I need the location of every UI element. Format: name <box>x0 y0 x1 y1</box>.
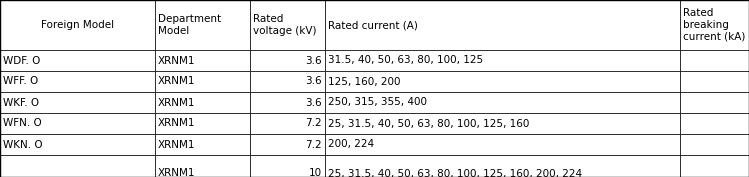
Text: 3.6: 3.6 <box>306 98 322 107</box>
Text: 31.5, 40, 50, 63, 80, 100, 125: 31.5, 40, 50, 63, 80, 100, 125 <box>328 56 483 65</box>
Text: 125, 160, 200: 125, 160, 200 <box>328 76 401 87</box>
Bar <box>0 155 155 177</box>
Bar <box>155 0 250 50</box>
Bar <box>325 92 680 113</box>
Bar <box>325 155 680 177</box>
Bar <box>0 50 155 71</box>
Bar <box>325 0 680 50</box>
Text: 3.6: 3.6 <box>306 76 322 87</box>
Text: 3.6: 3.6 <box>306 56 322 65</box>
Text: XRNM1: XRNM1 <box>158 169 195 177</box>
Text: 25, 31.5, 40, 50, 63, 80, 100, 125, 160: 25, 31.5, 40, 50, 63, 80, 100, 125, 160 <box>328 118 530 129</box>
Bar <box>0 71 155 92</box>
Bar <box>680 71 749 92</box>
Bar <box>155 92 250 113</box>
Bar <box>155 134 250 155</box>
Bar <box>680 134 749 155</box>
Bar <box>325 50 680 71</box>
Bar <box>250 0 325 50</box>
Bar <box>155 113 250 134</box>
Text: 25, 31.5, 40, 50, 63, 80, 100, 125, 160, 200, 224: 25, 31.5, 40, 50, 63, 80, 100, 125, 160,… <box>328 169 582 177</box>
Bar <box>250 92 325 113</box>
Bar <box>680 50 749 71</box>
Text: 7.2: 7.2 <box>306 139 322 150</box>
Bar <box>680 155 749 177</box>
Text: 250, 315, 355, 400: 250, 315, 355, 400 <box>328 98 427 107</box>
Text: WFF. O: WFF. O <box>3 76 38 87</box>
Bar <box>155 71 250 92</box>
Text: XRNM1: XRNM1 <box>158 139 195 150</box>
Text: WDF. O: WDF. O <box>3 56 40 65</box>
Text: 200, 224: 200, 224 <box>328 139 374 150</box>
Bar <box>680 113 749 134</box>
Bar <box>250 113 325 134</box>
Text: Rated
breaking
current (kA): Rated breaking current (kA) <box>683 8 745 42</box>
Bar <box>250 71 325 92</box>
Text: 10: 10 <box>309 169 322 177</box>
Text: Rated current (A): Rated current (A) <box>328 20 418 30</box>
Bar <box>325 71 680 92</box>
Bar <box>325 113 680 134</box>
Bar <box>250 155 325 177</box>
Bar <box>0 113 155 134</box>
Bar <box>250 134 325 155</box>
Bar <box>155 50 250 71</box>
Bar <box>155 155 250 177</box>
Bar <box>0 92 155 113</box>
Text: XRNM1: XRNM1 <box>158 76 195 87</box>
Text: XRNM1: XRNM1 <box>158 118 195 129</box>
Text: 7.2: 7.2 <box>306 118 322 129</box>
Text: XRNM1: XRNM1 <box>158 98 195 107</box>
Text: Rated
voltage (kV): Rated voltage (kV) <box>253 14 317 36</box>
Bar <box>325 134 680 155</box>
Bar <box>0 0 155 50</box>
Bar <box>0 134 155 155</box>
Text: WKN. O: WKN. O <box>3 139 43 150</box>
Bar <box>680 92 749 113</box>
Bar <box>250 50 325 71</box>
Text: Foreign Model: Foreign Model <box>41 20 114 30</box>
Bar <box>680 0 749 50</box>
Text: WFN. O: WFN. O <box>3 118 42 129</box>
Text: XRNM1: XRNM1 <box>158 56 195 65</box>
Text: WKF. O: WKF. O <box>3 98 39 107</box>
Text: Department
Model: Department Model <box>158 14 221 36</box>
